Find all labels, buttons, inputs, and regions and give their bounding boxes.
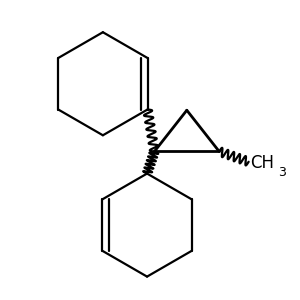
Text: 3: 3 bbox=[278, 166, 286, 178]
Text: CH: CH bbox=[250, 154, 274, 172]
